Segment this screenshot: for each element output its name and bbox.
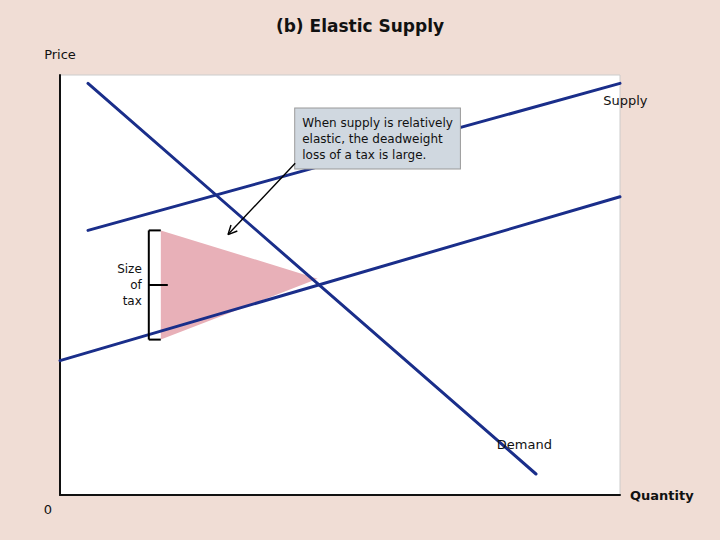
svg-text:0: 0 bbox=[44, 502, 52, 517]
svg-text:Supply: Supply bbox=[603, 93, 648, 108]
svg-text:tax: tax bbox=[123, 294, 142, 308]
svg-text:loss of a tax is large.: loss of a tax is large. bbox=[302, 148, 426, 162]
svg-text:(b) Elastic Supply: (b) Elastic Supply bbox=[276, 16, 444, 36]
svg-text:When supply is relatively: When supply is relatively bbox=[302, 116, 453, 130]
svg-text:Size: Size bbox=[117, 262, 142, 276]
svg-text:Demand: Demand bbox=[497, 437, 552, 452]
svg-text:Price: Price bbox=[44, 47, 76, 62]
svg-text:elastic, the deadweight: elastic, the deadweight bbox=[302, 132, 443, 146]
svg-text:Quantity: Quantity bbox=[630, 488, 694, 503]
svg-text:of: of bbox=[130, 278, 142, 292]
